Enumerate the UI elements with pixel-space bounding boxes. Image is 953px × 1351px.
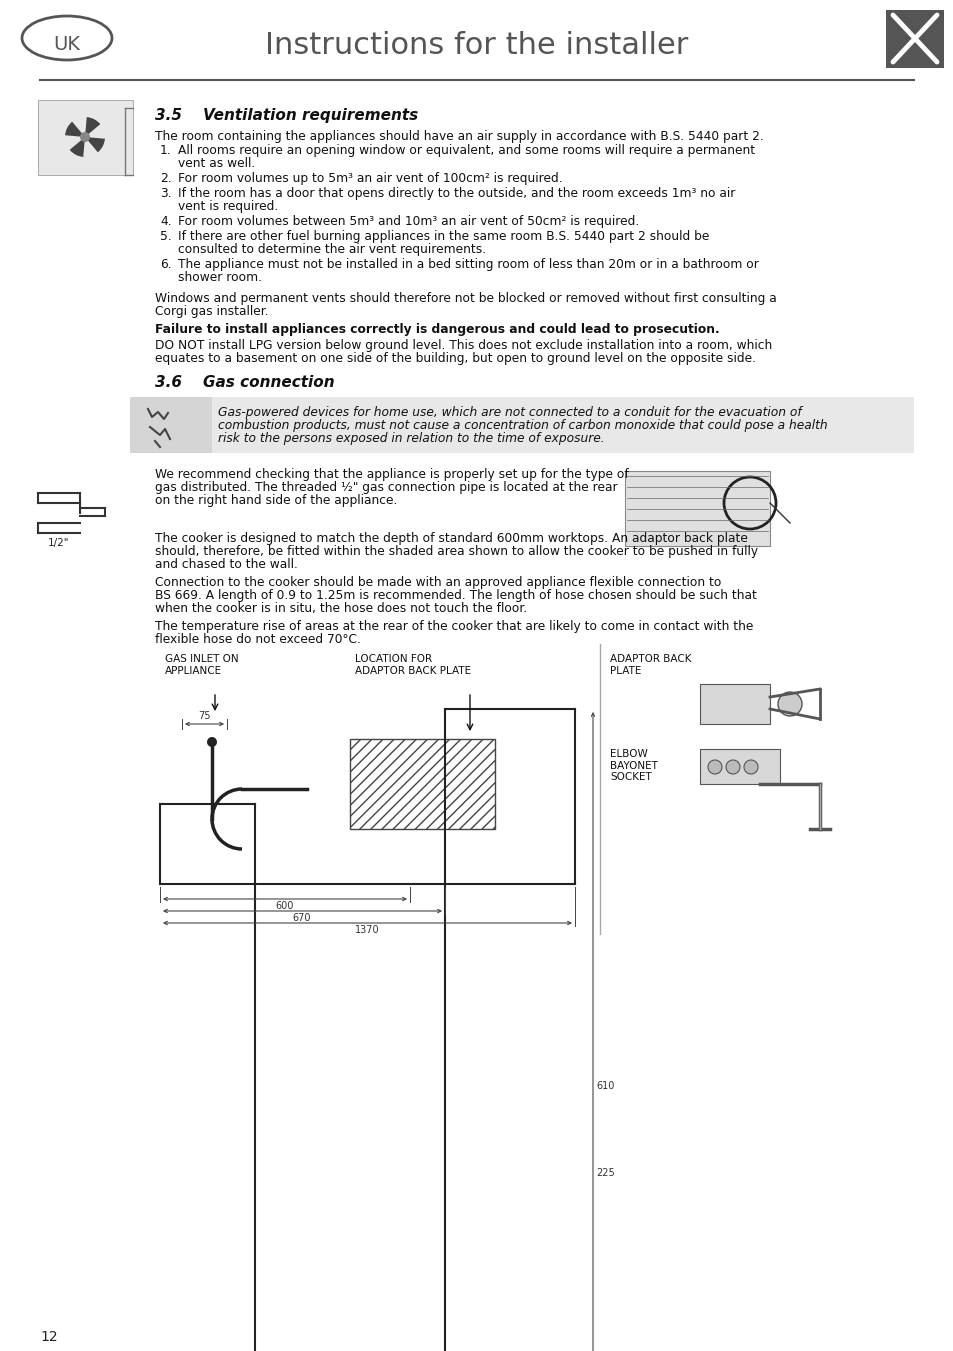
Wedge shape: [70, 136, 85, 157]
Text: equates to a basement on one side of the building, but open to ground level on t: equates to a basement on one side of the…: [154, 353, 755, 365]
Text: shower room.: shower room.: [178, 272, 262, 284]
Text: Gas-powered devices for home use, which are not connected to a conduit for the e: Gas-powered devices for home use, which …: [218, 407, 801, 419]
Text: The appliance must not be installed in a bed sitting room of less than 20m or in: The appliance must not be installed in a…: [178, 258, 758, 272]
Text: BS 669. A length of 0.9 to 1.25m is recommended. The length of hose chosen shoul: BS 669. A length of 0.9 to 1.25m is reco…: [154, 589, 756, 603]
Circle shape: [725, 761, 740, 774]
Bar: [700, 684, 769, 724]
Text: All rooms require an opening window or equivalent, and some rooms will require a: All rooms require an opening window or e…: [178, 145, 755, 157]
Text: Corgi gas installer.: Corgi gas installer.: [154, 305, 269, 317]
Text: on the right hand side of the appliance.: on the right hand side of the appliance.: [154, 494, 397, 507]
Text: Instructions for the installer: Instructions for the installer: [265, 31, 688, 59]
Text: vent as well.: vent as well.: [178, 157, 255, 170]
Text: Connection to the cooker should be made with an approved appliance flexible conn: Connection to the cooker should be made …: [154, 576, 720, 589]
Text: 3.: 3.: [160, 186, 172, 200]
Text: GAS INLET ON
APPLIANCE: GAS INLET ON APPLIANCE: [165, 654, 238, 676]
Bar: [885, 9, 943, 68]
Bar: [38, 100, 132, 176]
Circle shape: [207, 738, 216, 747]
Text: The temperature rise of areas at the rear of the cooker that are likely to come : The temperature rise of areas at the rea…: [154, 620, 753, 634]
Bar: [350, 739, 495, 830]
Circle shape: [778, 692, 801, 716]
Text: ELBOW
BAYONET
SOCKET: ELBOW BAYONET SOCKET: [609, 748, 658, 782]
Text: 1.: 1.: [160, 145, 172, 157]
Text: should, therefore, be fitted within the shaded area shown to allow the cooker to: should, therefore, be fitted within the …: [154, 544, 758, 558]
Text: vent is required.: vent is required.: [178, 200, 278, 213]
Text: DO NOT install LPG version below ground level. This does not exclude installatio: DO NOT install LPG version below ground …: [154, 339, 771, 353]
Text: gas distributed. The threaded ½" gas connection pipe is located at the rear: gas distributed. The threaded ½" gas con…: [154, 481, 617, 494]
Text: 4.: 4.: [160, 215, 172, 228]
Text: combustion products, must not cause a concentration of carbon monoxide that coul: combustion products, must not cause a co…: [218, 419, 827, 432]
Bar: [130, 397, 913, 453]
Text: The room containing the appliances should have an air supply in accordance with : The room containing the appliances shoul…: [154, 130, 763, 143]
Text: We recommend checking that the appliance is properly set up for the type of: We recommend checking that the appliance…: [154, 467, 628, 481]
Text: Failure to install appliances correctly is dangerous and could lead to prosecuti: Failure to install appliances correctly …: [154, 323, 719, 336]
Text: Windows and permanent vents should therefore not be blocked or removed without f: Windows and permanent vents should there…: [154, 292, 776, 305]
Text: 670: 670: [293, 913, 311, 923]
Circle shape: [743, 761, 758, 774]
Text: For room volumes between 5m³ and 10m³ an air vent of 50cm² is required.: For room volumes between 5m³ and 10m³ an…: [178, 215, 639, 228]
Text: 3.5    Ventilation requirements: 3.5 Ventilation requirements: [154, 108, 417, 123]
Wedge shape: [65, 122, 85, 136]
Text: when the cooker is in situ, the hose does not touch the floor.: when the cooker is in situ, the hose doe…: [154, 603, 527, 615]
Circle shape: [707, 761, 721, 774]
Bar: [624, 471, 769, 546]
Text: LOCATION FOR
ADAPTOR BACK PLATE: LOCATION FOR ADAPTOR BACK PLATE: [355, 654, 471, 676]
Bar: [700, 748, 780, 784]
Text: If there are other fuel burning appliances in the same room B.S. 5440 part 2 sho: If there are other fuel burning applianc…: [178, 230, 709, 243]
Text: 1370: 1370: [355, 925, 379, 935]
Text: 1/2": 1/2": [48, 538, 70, 549]
Text: and chased to the wall.: and chased to the wall.: [154, 558, 297, 571]
Text: If the room has a door that opens directly to the outside, and the room exceeds : If the room has a door that opens direct…: [178, 186, 735, 200]
Wedge shape: [85, 118, 100, 136]
Text: UK: UK: [53, 35, 80, 54]
Text: flexible hose do not exceed 70°C.: flexible hose do not exceed 70°C.: [154, 634, 360, 646]
Text: risk to the persons exposed in relation to the time of exposure.: risk to the persons exposed in relation …: [218, 432, 604, 444]
Wedge shape: [85, 136, 105, 153]
Text: ADAPTOR BACK
PLATE: ADAPTOR BACK PLATE: [609, 654, 691, 676]
Text: consulted to determine the air vent requirements.: consulted to determine the air vent requ…: [178, 243, 486, 255]
Text: 3.6    Gas connection: 3.6 Gas connection: [154, 376, 335, 390]
Text: 2.: 2.: [160, 172, 172, 185]
Text: For room volumes up to 5m³ an air vent of 100cm² is required.: For room volumes up to 5m³ an air vent o…: [178, 172, 562, 185]
Text: 5.: 5.: [160, 230, 172, 243]
Text: 6.: 6.: [160, 258, 172, 272]
Circle shape: [80, 132, 90, 142]
Text: 12: 12: [40, 1329, 57, 1344]
Text: The cooker is designed to match the depth of standard 600mm worktops. An adaptor: The cooker is designed to match the dept…: [154, 532, 747, 544]
Bar: [38, 467, 132, 549]
Text: 610: 610: [596, 1081, 614, 1092]
Bar: [130, 397, 212, 453]
Text: 75: 75: [197, 711, 210, 721]
Text: 600: 600: [275, 901, 294, 911]
Text: 225: 225: [596, 1169, 614, 1178]
